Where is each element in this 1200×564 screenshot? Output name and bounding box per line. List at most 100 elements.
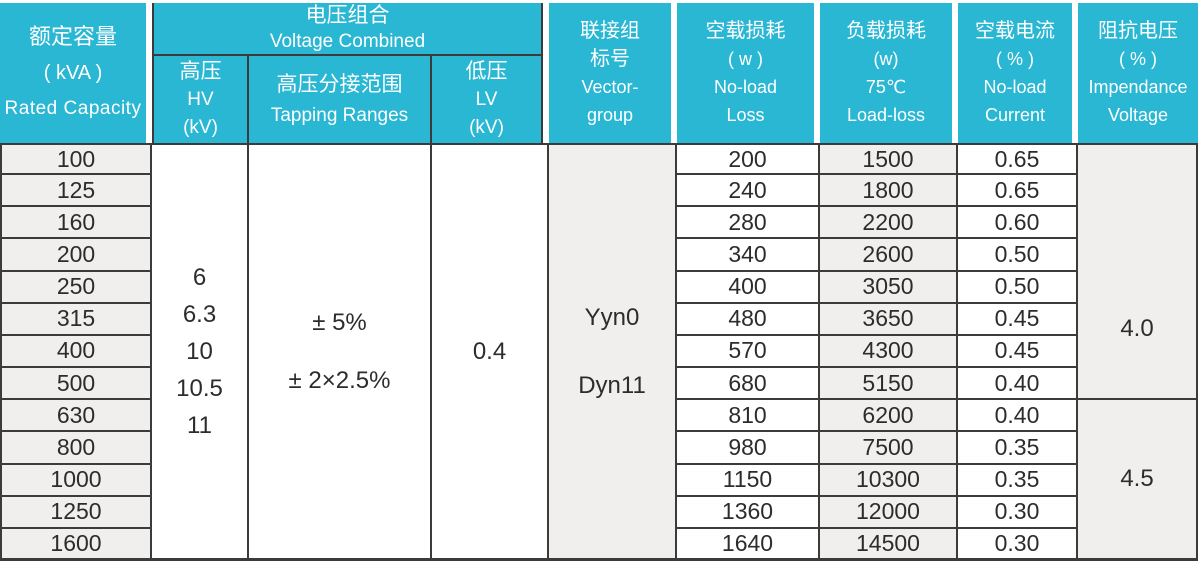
noload-loss-cell: 1640 [677,528,820,561]
header-vector-en1: Vector- [581,77,639,97]
capacity-cell: 125 [0,175,152,208]
noload-current-cell: 0.30 [958,528,1078,561]
header-noload-current-en2: Current [984,105,1046,125]
header-impedance-zh: 阻抗电压 [1098,20,1178,42]
tapping-range-cell: ± 5% ± 2×2.5% [249,143,432,561]
noload-current-cell: 0.50 [958,239,1078,272]
noload-current-cell: 0.40 [958,368,1078,401]
capacity-cell: 400 [0,335,152,369]
header-vector-zh1: 联接组 [580,20,640,42]
impedance-cell-4-0: 4.0 [1078,143,1198,401]
header-noload-current-unit: ( % ) [996,49,1034,69]
capacity-cell: 1600 [0,528,152,561]
header-noload-current-zh: 空载电流 [975,20,1055,42]
capacity-cell: 800 [0,432,152,465]
noload-loss-cell: 480 [677,303,820,336]
noload-loss-cell: 400 [677,271,820,304]
header-rated-capacity-en: Rated Capacity [4,98,142,119]
noload-current-cell: 0.40 [958,400,1078,433]
hv-value: 10 [186,338,213,365]
header-rated-capacity-unit: ( kVA ) [43,62,103,84]
noload-loss-cell: 240 [677,175,820,208]
vector-group-cell: Yyn0 Dyn11 [549,143,677,561]
hv-value: 6 [192,264,207,291]
header-impedance-voltage: 阻抗电压 ( % ) Impendance Voltage [1078,3,1198,143]
capacity-cell: 200 [0,239,152,272]
header-voltage-combined-en: Voltage Combined [269,30,426,52]
header-vector-group: 联接组 标号 Vector- group [549,3,671,143]
noload-loss-cell: 1150 [677,464,820,497]
header-hv-en: HV [187,88,214,110]
noload-current-cell: 0.50 [958,271,1078,304]
header-tapping-ranges: 高压分接范围 Tapping Ranges [249,56,432,143]
capacity-cell: 500 [0,368,152,401]
noload-current-cell: 0.65 [958,175,1078,208]
header-voltage-combined-zh: 电压组合 [305,3,390,27]
capacity-cell: 160 [0,207,152,240]
capacity-cell: 1000 [0,464,152,497]
load-loss-cell: 3050 [820,271,958,304]
hv-value: 6.3 [182,301,217,328]
header-load-loss-en: Load-loss [846,105,926,125]
header-load-loss-zh: 负载损耗 [846,20,926,42]
capacity-cell: 100 [0,143,152,176]
noload-loss-cell: 280 [677,207,820,240]
hv-value: 11 [187,412,212,439]
lv-value-cell: 0.4 [432,143,549,561]
load-loss-cell: 10300 [820,464,958,497]
header-load-loss-unit: (w) [873,49,899,69]
header-impedance-en2: Voltage [1107,105,1169,125]
header-rated-capacity-zh: 额定容量 [28,24,117,49]
vector-group-value: Yyn0 [584,303,640,331]
noload-loss-cell: 200 [677,143,820,176]
header-load-loss-temp: 75℃ [865,77,907,97]
hv-value: 10.5 [176,375,223,402]
capacity-cell: 250 [0,271,152,304]
header-noload-loss-unit: ( w ) [728,49,763,69]
header-impedance-unit: ( % ) [1119,49,1157,69]
header-hv-zh: 高压 [179,59,222,83]
header-lv: 低压 LV (kV) [432,56,543,143]
noload-current-cell: 0.60 [958,207,1078,240]
header-voltage-combined: 电压组合 Voltage Combined [152,3,543,56]
impedance-cell-4-5: 4.5 [1078,400,1198,561]
header-vector-zh2: 标号 [590,48,630,70]
load-loss-cell: 2200 [820,207,958,240]
header-load-loss: 负载损耗 (w) 75℃ Load-loss [820,3,952,143]
noload-loss-cell: 810 [677,400,820,433]
tapping-value: ± 5% [312,308,367,336]
load-loss-cell: 12000 [820,496,958,529]
load-loss-cell: 6200 [820,400,958,433]
header-noload-loss-en2: Loss [726,105,765,125]
header-hv: 高压 HV (kV) [152,56,249,143]
header-vector-en2: group [586,105,634,125]
header-noload-loss-zh: 空载损耗 [705,20,786,42]
load-loss-cell: 7500 [820,432,958,465]
header-impedance-en1: Impendance [1088,77,1188,97]
header-lv-en: LV [475,88,498,110]
load-loss-cell: 1800 [820,175,958,208]
header-noload-current-en1: No-load [983,77,1047,97]
noload-current-cell: 0.45 [958,303,1078,336]
load-loss-cell: 14500 [820,528,958,561]
noload-loss-cell: 570 [677,335,820,369]
noload-loss-cell: 1360 [677,496,820,529]
header-lv-unit: (kV) [469,116,504,138]
noload-current-cell: 0.45 [958,335,1078,369]
noload-current-cell: 0.30 [958,496,1078,529]
capacity-cell: 1250 [0,496,152,529]
noload-current-cell: 0.65 [958,143,1078,176]
header-noload-loss: 空载损耗 ( w ) No-load Loss [677,3,814,143]
tapping-value: ± 2×2.5% [288,366,391,394]
load-loss-cell: 3650 [820,303,958,336]
header-rated-capacity: 额定容量 ( kVA ) Rated Capacity [0,3,146,143]
header-tapping-zh: 高压分接范围 [276,72,403,96]
capacity-cell: 630 [0,400,152,433]
vector-group-value: Dyn11 [578,371,646,399]
header-noload-current: 空载电流 ( % ) No-load Current [958,3,1072,143]
capacity-cell: 315 [0,303,152,336]
noload-loss-cell: 340 [677,239,820,272]
noload-current-cell: 0.35 [958,432,1078,465]
hv-values-cell: 6 6.3 10 10.5 11 [152,143,249,561]
header-hv-unit: (kV) [183,116,218,138]
